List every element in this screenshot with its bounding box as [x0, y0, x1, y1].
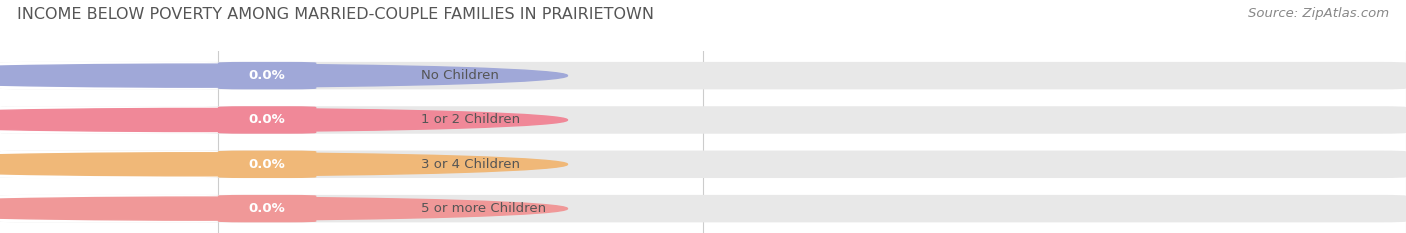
FancyBboxPatch shape [0, 106, 1406, 134]
Text: 0.0%: 0.0% [249, 202, 285, 215]
FancyBboxPatch shape [218, 62, 316, 89]
FancyBboxPatch shape [218, 195, 316, 222]
FancyBboxPatch shape [218, 106, 316, 134]
Circle shape [0, 108, 568, 131]
FancyBboxPatch shape [0, 151, 218, 178]
Circle shape [0, 197, 568, 220]
FancyBboxPatch shape [0, 195, 218, 222]
Text: 3 or 4 Children: 3 or 4 Children [420, 158, 520, 171]
FancyBboxPatch shape [0, 151, 1406, 178]
FancyBboxPatch shape [0, 195, 1406, 222]
Text: No Children: No Children [420, 69, 499, 82]
FancyBboxPatch shape [218, 151, 316, 178]
Text: INCOME BELOW POVERTY AMONG MARRIED-COUPLE FAMILIES IN PRAIRIETOWN: INCOME BELOW POVERTY AMONG MARRIED-COUPL… [17, 7, 654, 22]
Circle shape [0, 64, 568, 87]
Text: 0.0%: 0.0% [249, 69, 285, 82]
FancyBboxPatch shape [0, 106, 218, 134]
Text: 1 or 2 Children: 1 or 2 Children [420, 113, 520, 127]
Text: 0.0%: 0.0% [249, 113, 285, 127]
Text: Source: ZipAtlas.com: Source: ZipAtlas.com [1249, 7, 1389, 20]
FancyBboxPatch shape [0, 62, 1406, 89]
FancyBboxPatch shape [0, 62, 218, 89]
Circle shape [0, 153, 568, 176]
Text: 5 or more Children: 5 or more Children [420, 202, 546, 215]
Text: 0.0%: 0.0% [249, 158, 285, 171]
